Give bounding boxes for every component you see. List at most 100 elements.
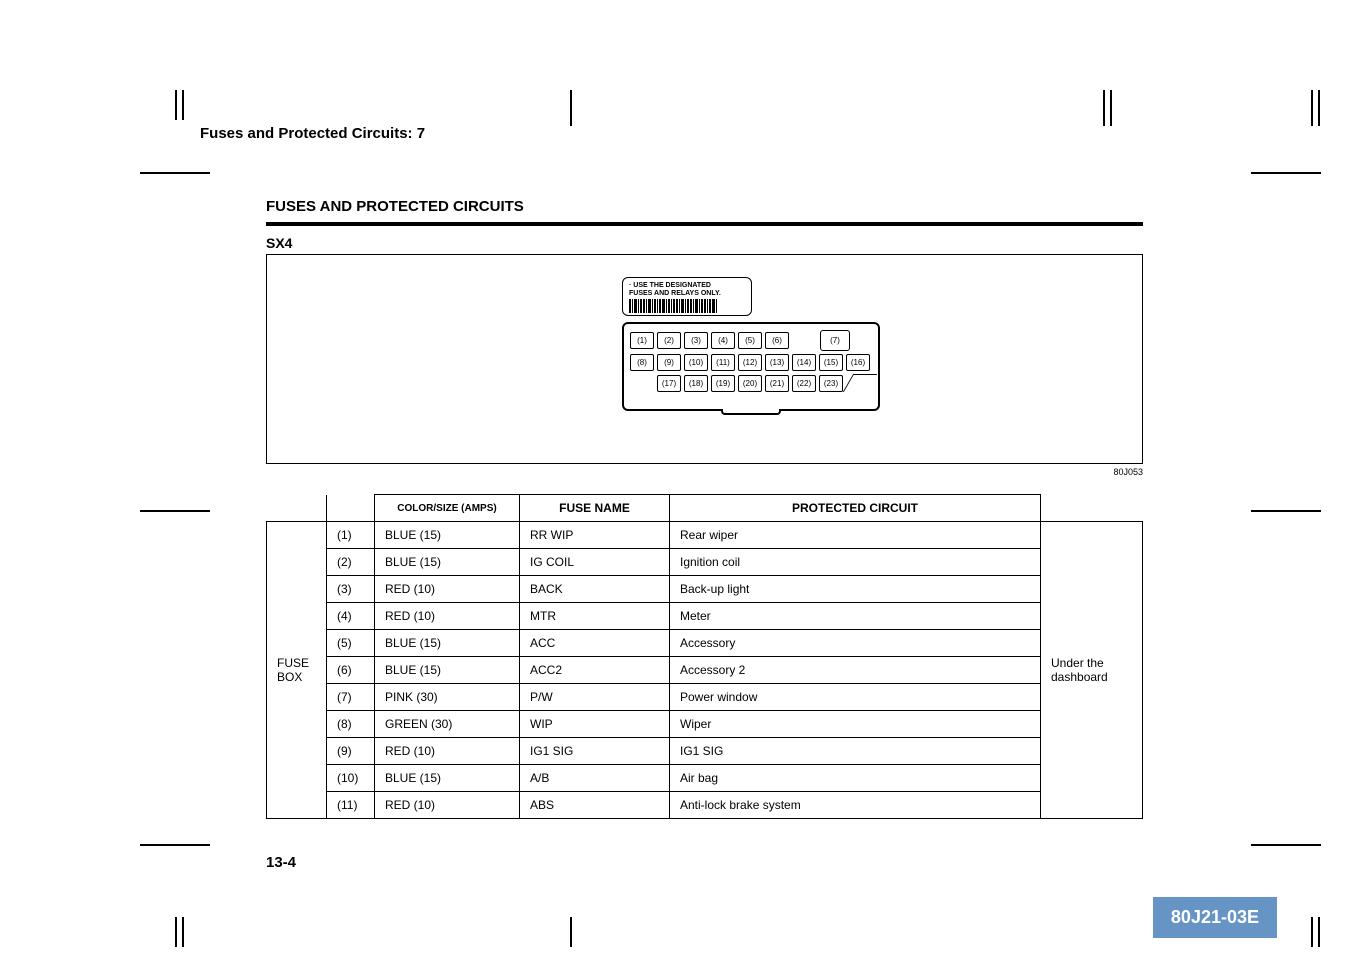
fuse-slot: (12) [738, 354, 762, 371]
fuse-slot: (17) [657, 375, 681, 392]
fuse-color: RED (10) [375, 792, 520, 819]
fuse-slot: (18) [684, 375, 708, 392]
crop-mark [175, 917, 177, 947]
table-row: (9)RED (10)IG1 SIGIG1 SIG [267, 738, 1143, 765]
fuse-slot: (1) [630, 332, 654, 349]
fuse-slot: (14) [792, 354, 816, 371]
page-number: 13-4 [266, 854, 296, 871]
fuse-circuit: Air bag [670, 765, 1041, 792]
table-row: (6)BLUE (15)ACC2Accessory 2 [267, 657, 1143, 684]
fuse-num: (7) [327, 684, 375, 711]
fuse-name: RR WIP [520, 522, 670, 549]
figure-reference: 80J053 [1113, 467, 1143, 477]
fuse-color: GREEN (30) [375, 711, 520, 738]
barcode-icon [629, 299, 745, 313]
fuse-num: (8) [327, 711, 375, 738]
fuse-slot: (2) [657, 332, 681, 349]
fuse-slot: (9) [657, 354, 681, 371]
fuse-num: (2) [327, 549, 375, 576]
fuse-color: BLUE (15) [375, 657, 520, 684]
table-header-row: COLOR/SIZE (AMPS) FUSE NAME PROTECTED CI… [267, 495, 1143, 522]
crop-mark [570, 90, 572, 126]
fuse-box-label: · USE THE DESIGNATED FUSES AND RELAYS ON… [622, 277, 752, 316]
table-row: (2)BLUE (15)IG COILIgnition coil [267, 549, 1143, 576]
fuse-circuit: Rear wiper [670, 522, 1041, 549]
fuse-slot: (13) [765, 354, 789, 371]
fuse-color: RED (10) [375, 738, 520, 765]
fuse-color: BLUE (15) [375, 765, 520, 792]
crop-mark [1318, 917, 1320, 947]
label-line-2: FUSES AND RELAYS ONLY. [629, 290, 721, 297]
fuse-num: (4) [327, 603, 375, 630]
crop-mark [570, 917, 572, 947]
crop-mark [1251, 510, 1321, 512]
running-head: Fuses and Protected Circuits: 7 [200, 125, 425, 142]
fuse-circuit: IG1 SIG [670, 738, 1041, 765]
table-row: (4)RED (10)MTRMeter [267, 603, 1143, 630]
crop-mark [1311, 90, 1313, 126]
fuse-name: IG COIL [520, 549, 670, 576]
fuse-num: (10) [327, 765, 375, 792]
fuse-num: (5) [327, 630, 375, 657]
fuse-diagram-frame: · USE THE DESIGNATED FUSES AND RELAYS ON… [266, 254, 1143, 464]
fuse-color: BLUE (15) [375, 522, 520, 549]
fuse-color: BLUE (15) [375, 630, 520, 657]
fuse-slot: (5) [738, 332, 762, 349]
fuse-name: ACC2 [520, 657, 670, 684]
fuse-circuit: Power window [670, 684, 1041, 711]
table-row: (10)BLUE (15)A/BAir bag [267, 765, 1143, 792]
table-row: (11)RED (10)ABSAnti-lock brake system [267, 792, 1143, 819]
fuse-name: ACC [520, 630, 670, 657]
fuse-row-3: (17) (18) (19) (20) (21) (22) (23) [657, 374, 872, 392]
fuse-slot: (16) [846, 354, 870, 371]
panel-corner-cut [843, 374, 877, 392]
document-code: 80J21-03E [1153, 897, 1277, 938]
group-label: FUSE BOX [267, 522, 327, 819]
fuse-slot: (20) [738, 375, 762, 392]
fuse-box-diagram: · USE THE DESIGNATED FUSES AND RELAYS ON… [622, 277, 880, 411]
crop-mark [1103, 90, 1105, 126]
table-row: FUSE BOX (1) BLUE (15) RR WIP Rear wiper… [267, 522, 1143, 549]
fuse-num: (11) [327, 792, 375, 819]
panel-tab [721, 409, 781, 415]
fuse-row-2: (8) (9) (10) (11) (12) (13) (14) (15) (1… [630, 354, 872, 371]
fuse-color: PINK (30) [375, 684, 520, 711]
fuse-slot: (15) [819, 354, 843, 371]
fuse-slot: (23) [819, 375, 843, 392]
fuse-slot: (3) [684, 332, 708, 349]
fuse-name: WIP [520, 711, 670, 738]
fuse-slot: (4) [711, 332, 735, 349]
header-blank [1041, 495, 1143, 522]
crop-mark [182, 917, 184, 947]
crop-mark [140, 510, 210, 512]
model-label: SX4 [266, 235, 292, 251]
fuse-row-1: (1) (2) (3) (4) (5) (6) (7) [630, 330, 872, 351]
fuse-slot: (7) [820, 330, 850, 351]
fuse-num: (3) [327, 576, 375, 603]
table-row: (7)PINK (30)P/WPower window [267, 684, 1143, 711]
fuse-slot: (21) [765, 375, 789, 392]
table-row: (8)GREEN (30)WIPWiper [267, 711, 1143, 738]
fuse-circuit: Accessory [670, 630, 1041, 657]
fuse-color: RED (10) [375, 603, 520, 630]
fuse-num: (6) [327, 657, 375, 684]
crop-mark [182, 90, 184, 120]
fuse-num: (9) [327, 738, 375, 765]
fuse-name: MTR [520, 603, 670, 630]
fuse-num: (1) [327, 522, 375, 549]
location-label: Under the dashboard [1041, 522, 1143, 819]
header-blank [267, 495, 327, 522]
crop-mark [140, 172, 210, 174]
crop-mark [1311, 917, 1313, 947]
crop-mark [1251, 844, 1321, 846]
fuse-circuit: Meter [670, 603, 1041, 630]
fuse-name: A/B [520, 765, 670, 792]
fuse-color: BLUE (15) [375, 549, 520, 576]
fuse-slot: (22) [792, 375, 816, 392]
crop-mark [1110, 90, 1112, 126]
section-rule [266, 222, 1143, 226]
fuse-name: P/W [520, 684, 670, 711]
crop-mark [140, 844, 210, 846]
table-row: (3)RED (10)BACKBack-up light [267, 576, 1143, 603]
section-title: FUSES AND PROTECTED CIRCUITS [266, 198, 524, 215]
